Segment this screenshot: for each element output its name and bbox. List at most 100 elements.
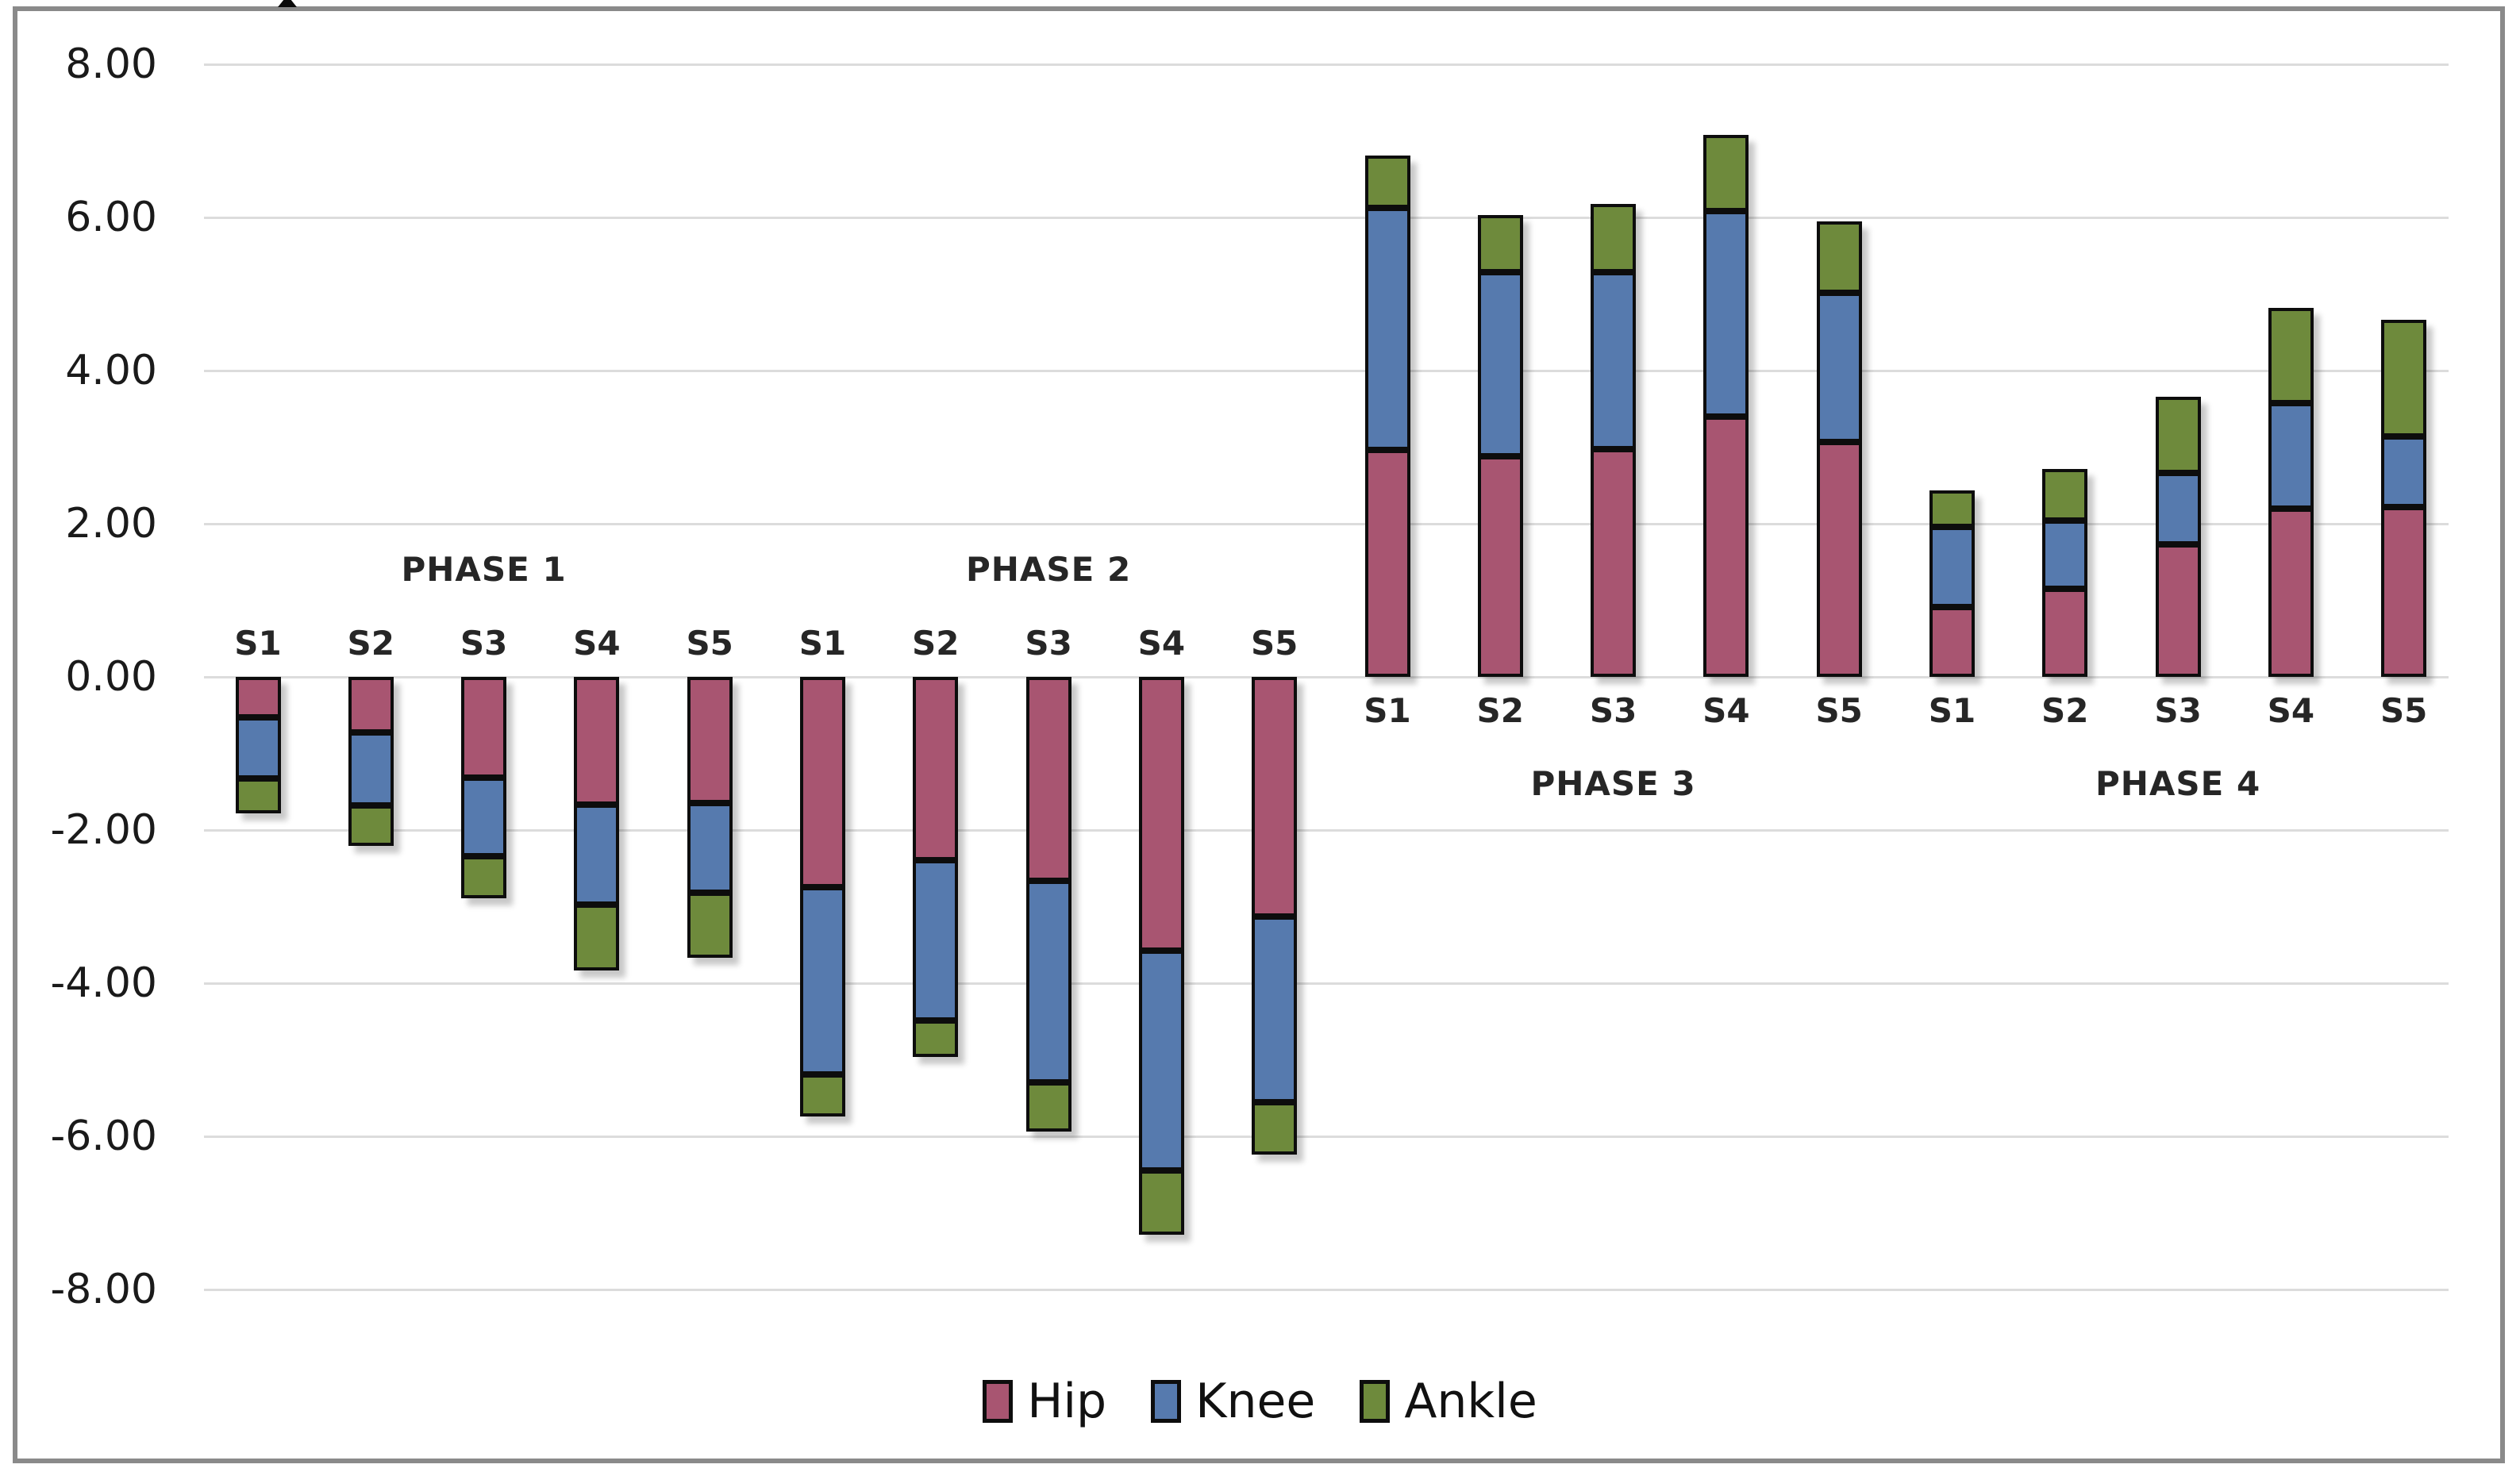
subject-label-s4: S4 xyxy=(1702,691,1750,730)
gridline-6.00 xyxy=(204,217,2449,219)
bar-phase4-s5 xyxy=(2381,320,2427,677)
knee-segment xyxy=(1929,526,1975,608)
ankle-segment xyxy=(1025,1082,1071,1132)
hip-segment xyxy=(2155,544,2201,677)
knee-segment xyxy=(1477,271,1523,457)
y-tick-label: -8.00 xyxy=(50,1266,157,1313)
ankle-segment xyxy=(1477,215,1523,272)
ankle-segment xyxy=(1816,221,1862,293)
y-tick-label: -2.00 xyxy=(50,806,157,854)
hip-segment xyxy=(687,677,733,804)
phase-label-1: PHASE 1 xyxy=(401,550,567,589)
bar-phase4-s3 xyxy=(2155,396,2201,677)
y-tick-label: -4.00 xyxy=(50,959,157,1007)
hip-segment xyxy=(1929,607,1975,677)
subject-label-s2: S2 xyxy=(912,624,960,663)
gridline--6.00 xyxy=(204,1136,2449,1138)
phase-label-2: PHASE 2 xyxy=(965,550,1132,589)
ankle-segment xyxy=(348,805,394,847)
phase-label-3: PHASE 3 xyxy=(1530,764,1696,803)
bar-phase3-s5 xyxy=(1816,221,1862,677)
bar-phase1-s2 xyxy=(348,677,394,847)
ankle-segment xyxy=(2155,396,2201,474)
bar-phase1-s3 xyxy=(461,677,507,898)
ankle-segment xyxy=(461,855,507,898)
knee-segment xyxy=(348,732,394,806)
bar-phase2-s2 xyxy=(913,677,959,1057)
hip-segment xyxy=(574,677,620,805)
ankle-segment xyxy=(1138,1170,1184,1235)
hip-segment xyxy=(800,677,845,888)
knee-segment xyxy=(2155,473,2201,545)
ankle-legend-swatch xyxy=(1360,1380,1391,1423)
knee-segment xyxy=(1591,272,1637,450)
hip-segment xyxy=(1477,456,1523,677)
bar-phase3-s2 xyxy=(1477,215,1523,677)
legend: Hip Knee Ankle xyxy=(0,1376,2520,1427)
hip-segment xyxy=(1252,677,1298,917)
ankle-segment xyxy=(574,904,620,970)
ankle-segment xyxy=(2268,307,2314,404)
knee-segment xyxy=(800,887,845,1074)
ankle-legend-label: Ankle xyxy=(1404,1374,1537,1429)
ankle-segment xyxy=(235,778,281,813)
knee-segment xyxy=(687,803,733,894)
knee-segment xyxy=(913,859,959,1021)
subject-label-s1: S1 xyxy=(234,624,282,663)
bar-phase2-s3 xyxy=(1025,677,1071,1132)
ankle-segment xyxy=(2042,469,2088,521)
hip-segment xyxy=(461,677,507,778)
bar-phase4-s1 xyxy=(1929,490,1975,677)
cropped-title-glyph xyxy=(278,0,297,7)
ankle-segment xyxy=(1591,203,1637,273)
ankle-segment xyxy=(1364,155,1410,209)
gridline-0.00 xyxy=(204,676,2449,678)
bar-phase4-s2 xyxy=(2042,469,2088,677)
subject-label-s5: S5 xyxy=(2380,691,2428,730)
ankle-segment xyxy=(1703,134,1749,212)
hip-segment xyxy=(2268,508,2314,677)
ankle-segment xyxy=(913,1020,959,1057)
knee-segment xyxy=(1816,292,1862,442)
knee-segment xyxy=(1252,917,1298,1102)
knee-segment xyxy=(461,778,507,856)
subject-label-s3: S3 xyxy=(1025,624,1072,663)
subject-label-s5: S5 xyxy=(1250,624,1298,663)
ankle-segment xyxy=(1929,490,1975,527)
bar-phase1-s1 xyxy=(235,677,281,813)
gridline-8.00 xyxy=(204,63,2449,66)
bar-phase3-s1 xyxy=(1364,155,1410,677)
bar-phase2-s1 xyxy=(800,677,845,1116)
bar-phase2-s4 xyxy=(1138,677,1184,1235)
gridline--2.00 xyxy=(204,829,2449,832)
knee-segment xyxy=(2042,521,2088,589)
hip-segment xyxy=(1703,416,1749,677)
hip-legend-swatch xyxy=(983,1380,1014,1423)
subject-label-s3: S3 xyxy=(1589,691,1637,730)
bar-phase1-s4 xyxy=(574,677,620,970)
knee-segment xyxy=(574,805,620,905)
y-tick-label: 2.00 xyxy=(65,500,157,548)
knee-segment xyxy=(1025,880,1071,1083)
gridline--8.00 xyxy=(204,1289,2449,1291)
subject-label-s4: S4 xyxy=(573,624,621,663)
hip-segment xyxy=(235,677,281,718)
subject-label-s3: S3 xyxy=(2154,691,2202,730)
gridline-4.00 xyxy=(204,370,2449,372)
legend-item-knee: Knee xyxy=(1151,1376,1315,1427)
subject-label-s2: S2 xyxy=(2041,691,2089,730)
subject-label-s2: S2 xyxy=(1476,691,1525,730)
knee-segment xyxy=(2268,403,2314,509)
subject-label-s1: S1 xyxy=(1364,691,1411,730)
knee-segment xyxy=(235,717,281,779)
subject-label-s1: S1 xyxy=(1928,691,1976,730)
legend-item-ankle: Ankle xyxy=(1360,1376,1537,1427)
bar-phase4-s4 xyxy=(2268,307,2314,677)
hip-segment xyxy=(1816,441,1862,677)
subject-label-s3: S3 xyxy=(460,624,508,663)
chart-frame xyxy=(13,6,2505,1463)
hip-segment xyxy=(913,677,959,860)
hip-legend-label: Hip xyxy=(1027,1374,1107,1429)
y-tick-label: 6.00 xyxy=(65,194,157,241)
